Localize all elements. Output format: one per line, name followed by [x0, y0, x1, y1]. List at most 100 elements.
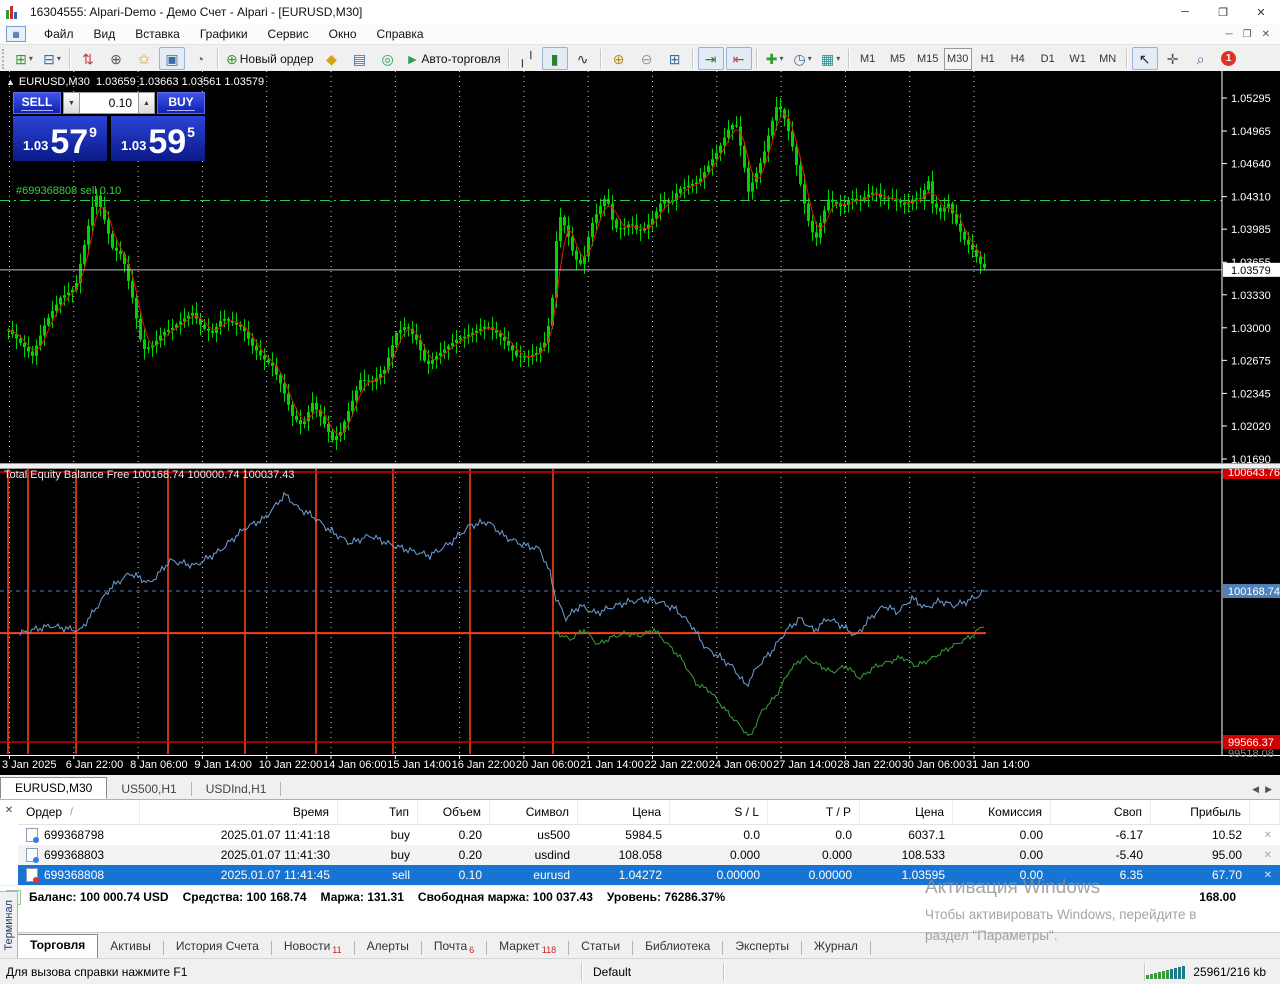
- pane-splitter[interactable]: [0, 463, 1280, 469]
- menu-item-0[interactable]: Файл: [44, 27, 74, 41]
- data-window-button[interactable]: ⊕: [110, 50, 122, 67]
- zoom-out-button[interactable]: ⊖: [640, 50, 653, 67]
- auto-scroll-button[interactable]: ⇥: [697, 47, 724, 70]
- signals-button[interactable]: ◎: [381, 50, 394, 67]
- chart-tab-2[interactable]: USDInd,H1: [205, 782, 267, 796]
- chart-profiles-button[interactable]: ⊟ ▾: [43, 50, 61, 67]
- notifications-button[interactable]: 1: [1216, 47, 1242, 70]
- terminal-button[interactable]: ▣: [159, 47, 185, 70]
- timeframe-button-m30[interactable]: M30: [943, 47, 972, 70]
- terminal-side-tab[interactable]: Терминал: [0, 891, 18, 959]
- indicators-button[interactable]: ✚ ▾: [765, 50, 784, 67]
- terminal-tab-6[interactable]: Маркет 118: [487, 936, 568, 959]
- buy-price-display[interactable]: 1.03 59 5: [111, 116, 205, 161]
- minimize-button[interactable]: ─: [1181, 6, 1189, 18]
- magnifier-tool-button[interactable]: ⌕: [1196, 50, 1205, 67]
- chart-tab-1[interactable]: US500,H1: [121, 782, 177, 796]
- menu-item-6[interactable]: Справка: [376, 27, 424, 41]
- chart-shift-button[interactable]: ⇤: [725, 47, 752, 70]
- child-minimize-button[interactable]: ─: [1225, 28, 1233, 40]
- column-header-8[interactable]: Цена: [860, 800, 953, 824]
- metaeditor-button[interactable]: ◆: [326, 50, 337, 67]
- column-header-9[interactable]: Комиссия: [953, 800, 1051, 824]
- volume-input[interactable]: 0.10: [80, 92, 138, 114]
- crosshair-tool-button[interactable]: ✛: [1166, 50, 1179, 67]
- sell-button[interactable]: SELL: [13, 92, 61, 114]
- timeframe-button-mn[interactable]: MN: [1099, 52, 1117, 65]
- column-header-5[interactable]: Цена: [578, 800, 670, 824]
- terminal-tab-3[interactable]: Новости 11: [272, 936, 354, 959]
- tabs-scroll-right-icon[interactable]: ▶: [1265, 784, 1272, 794]
- timeframe-button-m15[interactable]: M15: [916, 52, 939, 65]
- menu-item-1[interactable]: Вид: [93, 27, 116, 41]
- terminal-tab-7[interactable]: Статьи: [569, 936, 632, 959]
- close-order-icon[interactable]: ✕: [1263, 869, 1272, 881]
- new-order-button[interactable]: ⊕ Новый ордер: [226, 50, 314, 67]
- menu-item-2[interactable]: Вставка: [135, 27, 180, 41]
- toolbar-grip: [2, 48, 8, 69]
- volume-decrease-button[interactable]: ▼: [63, 92, 80, 114]
- new-chart-button[interactable]: ⊞ ▾: [15, 50, 33, 67]
- order-row-699368803[interactable]: 699368803 2025.01.07 11:41:30 buy 0.20 usdin…: [18, 845, 1280, 865]
- column-header-0[interactable]: Ордер /: [18, 800, 140, 824]
- terminal-tab-2[interactable]: История Счета: [164, 936, 271, 959]
- chart-canvas[interactable]: 1.05295 1.04965 1.04640 1.04310 1.03985 1.036…: [0, 71, 1280, 775]
- terminal-tab-1[interactable]: Активы: [98, 936, 163, 959]
- terminal-tab-9[interactable]: Эксперты: [723, 936, 801, 959]
- menu-item-3[interactable]: Графики: [199, 27, 248, 41]
- templates-button[interactable]: ▦ ▾: [821, 50, 841, 67]
- collapse-triangle-icon[interactable]: ▲: [6, 77, 15, 87]
- column-header-3[interactable]: Объем: [418, 800, 490, 824]
- column-header-1[interactable]: Время: [140, 800, 338, 824]
- terminal-tab-8[interactable]: Библиотека: [633, 936, 722, 959]
- column-header-7[interactable]: T / P: [768, 800, 860, 824]
- line-chart-mode-button[interactable]: ∿: [576, 50, 589, 67]
- cursor-tool-button[interactable]: ↖: [1131, 47, 1158, 70]
- column-header-11[interactable]: Прибыль: [1151, 800, 1250, 824]
- column-header-label: Своп: [1113, 805, 1142, 819]
- strategy-tester-button[interactable]: ◔: [195, 50, 205, 67]
- navigator-button[interactable]: ✩: [138, 50, 150, 67]
- timeframe-button-m5[interactable]: M5: [890, 52, 906, 65]
- timeframe-button-d1[interactable]: D1: [1040, 52, 1055, 65]
- tabs-scroll-left-icon[interactable]: ◀: [1252, 784, 1260, 794]
- sell-price-display[interactable]: 1.03 57 9: [13, 116, 107, 161]
- close-button[interactable]: ✕: [1256, 6, 1266, 19]
- bar-chart-mode-button[interactable]: ╷╵: [518, 50, 536, 67]
- chart-tab-0[interactable]: EURUSD,M30: [0, 777, 108, 799]
- menu-item-5[interactable]: Окно: [328, 27, 357, 41]
- order-row-699368798[interactable]: 699368798 2025.01.07 11:41:18 buy 0.20 us500…: [18, 825, 1280, 845]
- order-row-699368808[interactable]: 699368808 2025.01.07 11:41:45 sell 0.10 euru…: [18, 865, 1280, 885]
- candlestick-mode-button[interactable]: ▮: [541, 47, 568, 70]
- volume-increase-button[interactable]: ▲: [138, 92, 155, 114]
- column-header-4[interactable]: Символ: [490, 800, 578, 824]
- timeframe-button-h1[interactable]: H1: [980, 52, 995, 65]
- column-header-2[interactable]: Тип: [338, 800, 418, 824]
- column-header-10[interactable]: Своп: [1051, 800, 1151, 824]
- terminal-tab-10[interactable]: Журнал: [802, 936, 870, 959]
- column-header-6[interactable]: S / L: [670, 800, 768, 824]
- status-profile[interactable]: Default: [593, 965, 632, 979]
- terminal-tab-5[interactable]: Почта 6: [422, 936, 486, 959]
- close-order-icon[interactable]: ✕: [1263, 849, 1272, 861]
- tile-windows-button[interactable]: ⊞: [668, 50, 681, 67]
- child-close-button[interactable]: ✕: [1261, 28, 1270, 40]
- terminal-tab-0[interactable]: Торговля: [17, 934, 99, 959]
- periods-button[interactable]: ◷ ▾: [793, 50, 812, 67]
- auto-trading-button[interactable]: ► Авто-торговля: [405, 50, 501, 67]
- timeframe-button-m1[interactable]: M1: [860, 52, 876, 65]
- child-restore-button[interactable]: ❐: [1242, 28, 1252, 40]
- ohlc-header: ▲ EURUSD,M30 1.03659 1.03663 1.03561 1.03…: [6, 76, 264, 88]
- publish-button[interactable]: ▤: [352, 50, 367, 67]
- close-order-icon[interactable]: ✕: [1263, 829, 1272, 841]
- menu-item-4[interactable]: Сервис: [267, 27, 309, 41]
- terminal-close-icon[interactable]: ✕: [4, 804, 14, 816]
- zoom-in-button[interactable]: ⊕: [612, 50, 625, 67]
- timeframe-button-h4[interactable]: H4: [1010, 52, 1025, 65]
- market-watch-button[interactable]: ⇅: [82, 50, 94, 67]
- terminal-tab-4[interactable]: Алерты: [355, 936, 421, 959]
- buy-button[interactable]: BUY: [157, 92, 205, 114]
- restore-button[interactable]: ❐: [1218, 6, 1228, 19]
- timeframe-button-w1[interactable]: W1: [1069, 52, 1086, 65]
- chart-system-icon[interactable]: ▦: [6, 26, 26, 42]
